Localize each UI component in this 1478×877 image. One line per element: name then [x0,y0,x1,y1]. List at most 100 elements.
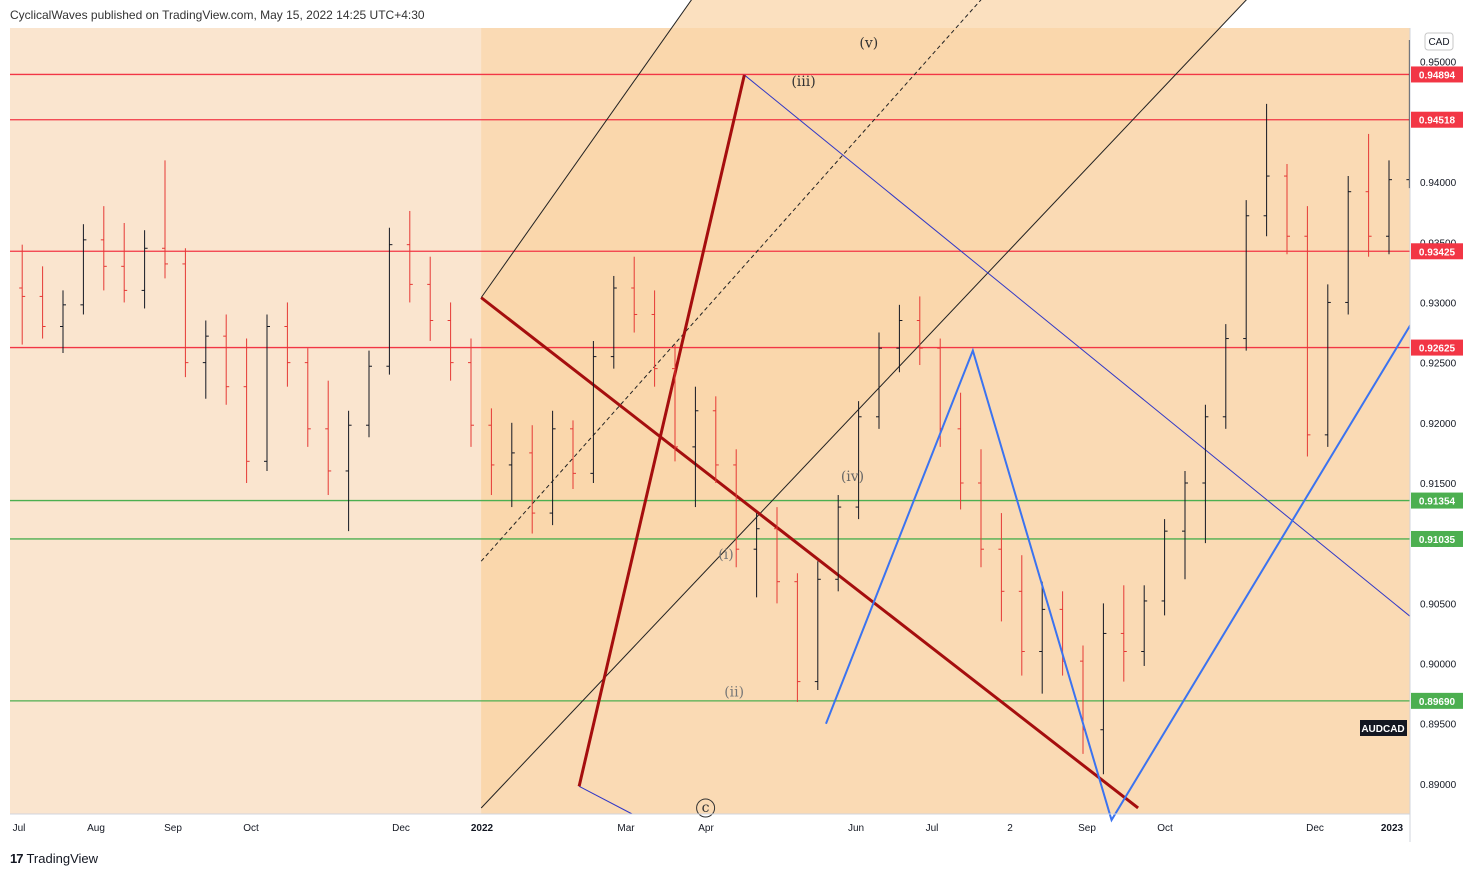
level-tag-bg [1411,692,1463,709]
symbol-tag-bg [1360,720,1407,736]
price-bar [406,210,413,303]
symbol-tag: AUDCAD [1361,724,1404,735]
price-bar [1222,324,1229,429]
price-level-tags: 0.94894 0.94518 0.93425 0.92625 0.91354 0.910… [1411,66,1463,709]
level-tag-label: 0.91354 [1419,497,1456,508]
price-bar [774,507,780,604]
level-tag-label: 0.89690 [1419,697,1456,708]
wave-label: (ii) [724,684,744,700]
time-tick-label: Jul [926,823,939,834]
price-tick-label: 0.89000 [1420,780,1457,791]
price-tick-label: 0.94000 [1420,178,1457,189]
time-tick-label: Dec [1306,823,1324,834]
time-tick-label: 2022 [471,823,494,834]
dark-red-trendline [577,74,746,787]
price-bar [978,449,984,568]
price-bar [835,495,842,592]
price-bar [1100,603,1107,775]
price-bar [733,449,740,568]
level-tag-bg [1411,111,1463,128]
price-bar [243,338,250,483]
tradingview-logo[interactable]: 17 TradingView [10,851,98,866]
time-axis-ticks: Jul Aug Sep Oct Dec 2022 Mar Apr Jun Jul 2 Sep Oct De… [13,823,1404,834]
price-bar [1263,103,1270,237]
currency-label: CAD [1428,37,1449,48]
time-tick-label: Oct [1157,823,1173,834]
time-tick-label: Mar [617,823,635,834]
price-bar [508,422,515,508]
price-bar [447,302,454,381]
price-bar [223,314,230,405]
level-tag-label: 0.92625 [1419,344,1456,355]
price-bars [19,40,1474,775]
price-tick-label: 0.89500 [1420,720,1457,731]
dark-red-trendline [480,296,1140,810]
price-bar [60,290,66,353]
price-bar [610,275,617,369]
price-bar [100,206,107,291]
price-bar [141,230,148,309]
channel-lower-line [480,0,1247,809]
time-tick-label: Sep [164,823,182,834]
price-bar [386,227,393,375]
price-bar [366,350,372,438]
price-bar [1182,470,1188,580]
price-bar [957,392,964,510]
price-bar [182,248,189,378]
level-tag-bg [1411,243,1463,260]
price-bar [1039,581,1046,694]
level-tag-bg [1411,66,1463,83]
price-bar [1365,133,1372,257]
level-tag-bg [1411,339,1463,356]
price-bar [549,410,556,526]
price-bar [1202,404,1209,544]
price-bar [529,425,536,534]
wave-circle [696,798,716,818]
level-tag-bg [1411,492,1463,509]
time-tick-label: Jun [848,823,864,834]
time-tick-label: 2023 [1381,823,1404,834]
price-bar [1141,585,1148,666]
price-bar [304,348,311,447]
price-bar [692,386,699,508]
price-bar [794,573,801,703]
price-bar [896,304,903,373]
price-bar [1120,585,1127,682]
price-bar [488,408,495,496]
projection-path [825,275,1441,823]
level-tag-label: 0.91035 [1419,535,1456,546]
wave-label: (i) [718,547,733,563]
price-bar [814,561,821,691]
price-bar [468,338,474,447]
price-bar [916,296,923,366]
price-tick-label: 0.91500 [1420,479,1457,490]
level-tag-label: 0.94894 [1419,70,1456,81]
price-bar [631,256,638,333]
price-bar [570,420,576,490]
wave-label: (v) [859,36,878,52]
elliott-wave-labels: (v) (iii) (iv) (i) (ii) c [696,36,878,818]
currency-box [1424,32,1454,51]
price-bar [753,513,760,598]
price-tick-label: 0.95000 [1420,58,1457,69]
price-tick-label: 0.90000 [1420,660,1457,671]
price-bar [427,256,434,341]
level-tag-label: 0.93425 [1419,247,1456,258]
tradingview-logo-text: TradingView [26,851,99,866]
price-bar [264,314,270,471]
time-tick-label: 2 [1007,823,1013,834]
price-bar [998,513,1005,622]
wave-label: (iii) [791,74,815,90]
price-bar [1324,284,1331,447]
price-bar [325,380,332,496]
price-bar [1161,519,1168,616]
price-bar [284,302,291,387]
horizontal-levels [10,73,1410,702]
price-bar [712,396,719,483]
price-tick-label: 0.93000 [1420,298,1457,309]
time-tick-label: Jul [13,823,26,834]
price-bar [1018,555,1025,676]
price-bar [39,266,46,339]
price-bar [855,401,862,520]
